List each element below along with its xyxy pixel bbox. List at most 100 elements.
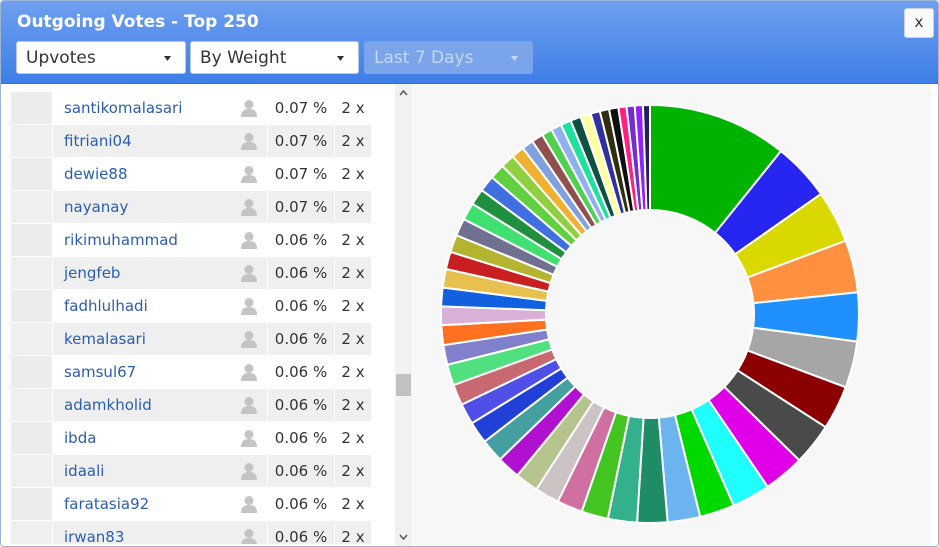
vote-row: irwan83 0.06 % 2 x bbox=[11, 520, 371, 544]
voter-name[interactable]: rikimuhammad bbox=[52, 223, 231, 257]
voter-name[interactable]: kemalasari bbox=[52, 322, 231, 356]
vote-count: 2 x bbox=[334, 487, 371, 521]
chart-panel bbox=[413, 84, 931, 546]
dropdown-arrow bbox=[511, 56, 518, 61]
vote-count: 2 x bbox=[334, 322, 371, 356]
avatar-icon bbox=[241, 133, 257, 151]
rank-cell bbox=[11, 223, 53, 257]
rank-cell bbox=[11, 388, 53, 422]
vote-percent: 0.06 % bbox=[267, 520, 335, 544]
avatar-icon bbox=[241, 199, 257, 217]
vote-count: 2 x bbox=[334, 388, 371, 422]
vote-count: 2 x bbox=[334, 223, 371, 257]
vote-percent: 0.06 % bbox=[267, 454, 335, 488]
avatar-icon bbox=[241, 265, 257, 283]
vote-type-select[interactable]: Upvotes bbox=[16, 41, 186, 74]
voter-name[interactable]: santikomalasari bbox=[52, 92, 231, 125]
vote-percent: 0.06 % bbox=[267, 256, 335, 290]
vote-percent: 0.07 % bbox=[267, 157, 335, 191]
vote-row: jengfeb 0.06 % 2 x bbox=[11, 256, 371, 290]
vote-count: 2 x bbox=[334, 520, 371, 544]
vote-percent: 0.06 % bbox=[267, 223, 335, 257]
avatar-cell bbox=[231, 92, 268, 125]
vote-count: 2 x bbox=[334, 190, 371, 224]
vote-percent: 0.06 % bbox=[267, 322, 335, 356]
voter-name[interactable]: faratasia92 bbox=[52, 487, 231, 521]
dropdown-arrow bbox=[164, 56, 171, 61]
vote-percent: 0.07 % bbox=[267, 190, 335, 224]
vote-count: 2 x bbox=[334, 256, 371, 290]
select-text: By Weight bbox=[200, 48, 287, 68]
dropdown-arrow bbox=[337, 56, 344, 61]
avatar-icon bbox=[241, 166, 257, 184]
vote-count: 2 x bbox=[334, 355, 371, 389]
voter-name[interactable]: irwan83 bbox=[52, 520, 231, 544]
vote-percent: 0.06 % bbox=[267, 355, 335, 389]
vote-row: samsul67 0.06 % 2 x bbox=[11, 355, 371, 389]
vote-count: 2 x bbox=[334, 124, 371, 158]
avatar-icon bbox=[241, 430, 257, 448]
avatar-icon bbox=[241, 496, 257, 514]
voter-name[interactable]: samsul67 bbox=[52, 355, 231, 389]
rank-cell bbox=[11, 520, 53, 544]
voter-name[interactable]: ibda bbox=[52, 421, 231, 455]
rank-cell bbox=[11, 92, 53, 125]
rank-cell bbox=[11, 124, 53, 158]
avatar-icon bbox=[241, 364, 257, 382]
vote-count: 2 x bbox=[334, 454, 371, 488]
vote-list: santikomalasari 0.07 % 2 x fitriani04 0.07 %… bbox=[11, 84, 371, 544]
rank-cell bbox=[11, 454, 53, 488]
vote-row: santikomalasari 0.07 % 2 x bbox=[11, 92, 371, 125]
avatar-icon bbox=[241, 529, 257, 544]
avatar-cell bbox=[231, 223, 268, 257]
rank-cell bbox=[11, 487, 53, 521]
avatar-icon bbox=[241, 232, 257, 250]
rank-cell bbox=[11, 322, 53, 356]
rank-cell bbox=[11, 421, 53, 455]
avatar-cell bbox=[231, 256, 268, 290]
header: Outgoing Votes - Top 250 x Upvotes By We… bbox=[1, 1, 938, 84]
vote-count: 2 x bbox=[334, 157, 371, 191]
avatar-cell bbox=[231, 388, 268, 422]
vote-row: adamkholid 0.06 % 2 x bbox=[11, 388, 371, 422]
vote-percent: 0.07 % bbox=[267, 92, 335, 125]
avatar-icon bbox=[241, 331, 257, 349]
select-text: Last 7 Days bbox=[374, 48, 474, 68]
avatar-cell bbox=[231, 487, 268, 521]
voter-name[interactable]: fitriani04 bbox=[52, 124, 231, 158]
vote-percent: 0.06 % bbox=[267, 421, 335, 455]
donut-segment[interactable] bbox=[641, 103, 651, 212]
voter-name[interactable]: nayanay bbox=[52, 190, 231, 224]
avatar-cell bbox=[231, 454, 268, 488]
vote-count: 2 x bbox=[334, 421, 371, 455]
voter-name[interactable]: idaali bbox=[52, 454, 231, 488]
sort-select[interactable]: By Weight bbox=[190, 41, 359, 74]
vote-row: ibda 0.06 % 2 x bbox=[11, 421, 371, 455]
voter-name[interactable]: adamkholid bbox=[52, 388, 231, 422]
avatar-cell bbox=[231, 190, 268, 224]
scroll-thumb[interactable] bbox=[396, 374, 411, 396]
rank-cell bbox=[11, 256, 53, 290]
rank-cell bbox=[11, 190, 53, 224]
voter-name[interactable]: jengfeb bbox=[52, 256, 231, 290]
avatar-icon bbox=[241, 298, 257, 316]
dialog-title: Outgoing Votes - Top 250 bbox=[17, 12, 259, 32]
close-button[interactable]: x bbox=[904, 8, 934, 38]
rank-cell bbox=[11, 157, 53, 191]
select-text: Upvotes bbox=[26, 48, 96, 68]
avatar-cell bbox=[231, 322, 268, 356]
vote-percent: 0.06 % bbox=[267, 388, 335, 422]
vote-row: faratasia92 0.06 % 2 x bbox=[11, 487, 371, 521]
vote-row: rikimuhammad 0.06 % 2 x bbox=[11, 223, 371, 257]
scroll-arrows bbox=[399, 89, 408, 541]
avatar-icon bbox=[241, 397, 257, 415]
scrollbar[interactable] bbox=[395, 84, 412, 546]
voter-name[interactable]: dewie88 bbox=[52, 157, 231, 191]
avatar-icon bbox=[241, 100, 257, 118]
avatar-cell bbox=[231, 355, 268, 389]
vote-row: dewie88 0.07 % 2 x bbox=[11, 157, 371, 191]
avatar-cell bbox=[231, 157, 268, 191]
vote-count: 2 x bbox=[334, 92, 371, 125]
voter-name[interactable]: fadhlulhadi bbox=[52, 289, 231, 323]
